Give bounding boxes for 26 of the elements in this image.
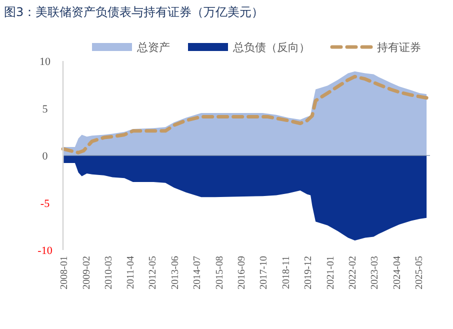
x-tick-label: 2021-01 (325, 256, 336, 290)
y-tick-label: -10 (38, 245, 53, 257)
x-tick-label: 2014-07 (192, 256, 204, 290)
legend-label: 总资产 (136, 41, 170, 54)
x-tick-label: 2023-03 (370, 256, 381, 290)
y-tick-label: 10 (40, 56, 51, 68)
x-tick-label: 2017-10 (258, 256, 270, 290)
x-tick-label: 2025-05 (414, 256, 425, 290)
x-tick-label: 2010-03 (103, 256, 114, 290)
x-tick-label: 2018-11 (280, 256, 292, 289)
x-tick-label: 2019-12 (303, 256, 314, 290)
legend-label: 持有证券 (377, 41, 421, 54)
x-tick-label: 2024-04 (392, 256, 403, 290)
x-tick-label: 2008-01 (59, 256, 70, 290)
x-tick-label: 2009-02 (81, 256, 92, 290)
x-tick-label: 2011-04 (126, 256, 137, 289)
x-tick-label: 2013-06 (170, 256, 181, 290)
legend-label: 总负债（反向） (232, 41, 310, 54)
y-tick-label: 0 (42, 150, 48, 162)
x-tick-label: 2012-05 (148, 256, 159, 290)
x-tick-label: 2016-09 (236, 256, 248, 290)
chart-title: 图3：美联储资产负债表与持有证券（万亿美元） (4, 5, 264, 19)
y-tick-label: -5 (40, 198, 50, 210)
x-tick-label: 2015-08 (214, 256, 226, 290)
x-tick-label: 2022-02 (348, 256, 359, 290)
y-tick-label: 5 (42, 103, 48, 116)
